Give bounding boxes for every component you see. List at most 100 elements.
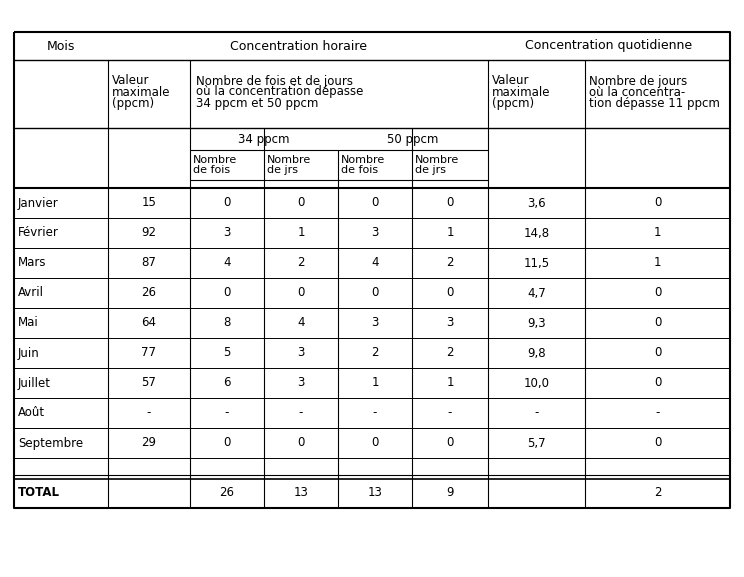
Text: de jrs: de jrs — [267, 165, 298, 175]
Text: 3,6: 3,6 — [527, 197, 546, 209]
Text: 9,3: 9,3 — [527, 317, 546, 329]
Text: Nombre: Nombre — [267, 155, 311, 165]
Text: -: - — [299, 407, 304, 419]
Text: 3: 3 — [371, 227, 379, 239]
Text: 8: 8 — [223, 317, 231, 329]
Text: 9,8: 9,8 — [527, 347, 546, 359]
Text: tion dépasse 11 ppcm: tion dépasse 11 ppcm — [589, 96, 720, 110]
Text: 1: 1 — [446, 227, 454, 239]
Text: maximale: maximale — [492, 85, 551, 99]
Text: 4: 4 — [298, 317, 305, 329]
Text: 29: 29 — [141, 436, 156, 449]
Text: 0: 0 — [654, 436, 661, 449]
Text: 2: 2 — [298, 257, 305, 269]
Text: 0: 0 — [654, 287, 661, 299]
Text: 1: 1 — [446, 377, 454, 389]
Text: 5,7: 5,7 — [527, 436, 546, 449]
Text: 2: 2 — [446, 257, 454, 269]
Text: 92: 92 — [141, 227, 156, 239]
Text: 0: 0 — [654, 317, 661, 329]
Text: 3: 3 — [298, 377, 305, 389]
Text: (ppcm): (ppcm) — [112, 96, 154, 110]
Text: où la concentration dépasse: où la concentration dépasse — [196, 85, 363, 99]
Text: Concentration quotidienne: Concentration quotidienne — [525, 39, 693, 53]
Text: 4: 4 — [223, 257, 231, 269]
Text: Valeur: Valeur — [112, 74, 150, 88]
Text: 0: 0 — [223, 197, 231, 209]
Text: 0: 0 — [446, 436, 454, 449]
Text: TOTAL: TOTAL — [18, 486, 60, 500]
Text: 0: 0 — [446, 197, 454, 209]
Text: 0: 0 — [371, 436, 379, 449]
Text: 2: 2 — [371, 347, 379, 359]
Text: Concentration horaire: Concentration horaire — [229, 39, 367, 53]
Text: 15: 15 — [141, 197, 156, 209]
Text: 4,7: 4,7 — [527, 287, 546, 299]
Text: 0: 0 — [371, 197, 379, 209]
Text: -: - — [225, 407, 229, 419]
Text: Nombre: Nombre — [341, 155, 385, 165]
Text: 13: 13 — [368, 486, 382, 500]
Text: 2: 2 — [446, 347, 454, 359]
Text: 0: 0 — [298, 287, 305, 299]
Text: 6: 6 — [223, 377, 231, 389]
Text: 87: 87 — [141, 257, 156, 269]
Text: (ppcm): (ppcm) — [492, 96, 534, 110]
Text: Nombre de jours: Nombre de jours — [589, 74, 687, 88]
Text: 0: 0 — [654, 347, 661, 359]
Text: 3: 3 — [223, 227, 231, 239]
Text: Nombre: Nombre — [193, 155, 237, 165]
Text: 9: 9 — [446, 486, 454, 500]
Text: 1: 1 — [371, 377, 379, 389]
Text: -: - — [655, 407, 660, 419]
Text: 14,8: 14,8 — [524, 227, 550, 239]
Text: 3: 3 — [371, 317, 379, 329]
Text: 50 ppcm: 50 ppcm — [388, 133, 439, 145]
Text: 0: 0 — [654, 197, 661, 209]
Text: Nombre de fois et de jours: Nombre de fois et de jours — [196, 74, 353, 88]
Text: 3: 3 — [446, 317, 454, 329]
Text: 64: 64 — [141, 317, 156, 329]
Text: 4: 4 — [371, 257, 379, 269]
Text: 1: 1 — [654, 257, 661, 269]
Text: 11,5: 11,5 — [524, 257, 550, 269]
Text: de fois: de fois — [193, 165, 230, 175]
Text: Juin: Juin — [18, 347, 39, 359]
Text: 26: 26 — [219, 486, 234, 500]
Text: Nombre: Nombre — [415, 155, 459, 165]
Text: Valeur: Valeur — [492, 74, 530, 88]
Text: 34 ppcm et 50 ppcm: 34 ppcm et 50 ppcm — [196, 96, 318, 110]
Text: Avril: Avril — [18, 287, 44, 299]
Text: 0: 0 — [654, 377, 661, 389]
Text: 0: 0 — [298, 436, 305, 449]
Text: 26: 26 — [141, 287, 156, 299]
Text: 1: 1 — [654, 227, 661, 239]
Text: 0: 0 — [223, 287, 231, 299]
Text: 0: 0 — [298, 197, 305, 209]
Text: Mars: Mars — [18, 257, 46, 269]
Text: Mai: Mai — [18, 317, 39, 329]
Text: -: - — [373, 407, 377, 419]
Text: 0: 0 — [223, 436, 231, 449]
Text: 5: 5 — [223, 347, 231, 359]
Text: -: - — [534, 407, 539, 419]
Text: 13: 13 — [294, 486, 309, 500]
Text: de fois: de fois — [341, 165, 378, 175]
Text: Août: Août — [18, 407, 45, 419]
Text: 1: 1 — [298, 227, 305, 239]
Text: Septembre: Septembre — [18, 436, 83, 449]
Text: 10,0: 10,0 — [524, 377, 550, 389]
Text: 77: 77 — [141, 347, 156, 359]
Text: 34 ppcm: 34 ppcm — [238, 133, 289, 145]
Text: 0: 0 — [371, 287, 379, 299]
Text: -: - — [147, 407, 151, 419]
Text: où la concentra-: où la concentra- — [589, 85, 685, 99]
Text: 0: 0 — [446, 287, 454, 299]
Text: -: - — [448, 407, 452, 419]
Text: Février: Février — [18, 227, 59, 239]
Text: 3: 3 — [298, 347, 305, 359]
Text: Janvier: Janvier — [18, 197, 59, 209]
Text: 57: 57 — [141, 377, 156, 389]
Text: de jrs: de jrs — [415, 165, 446, 175]
Text: Mois: Mois — [47, 39, 75, 53]
